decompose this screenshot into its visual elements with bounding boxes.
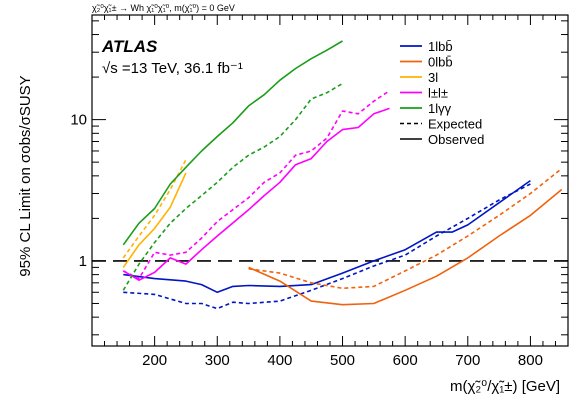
x-axis-label: m(χ̃₂⁰/χ̃₁±) [GeV] [450, 378, 560, 395]
plot-area [92, 40, 568, 310]
y-tick-label: 1 [79, 253, 87, 270]
y-tick-label: 10 [70, 112, 87, 129]
legend-label-2: 3l [428, 70, 438, 85]
series-3-expected-line [122, 90, 390, 280]
x-tick-label: 400 [267, 352, 292, 369]
x-tick-label: 300 [205, 352, 230, 369]
series-0-observed-line [123, 179, 531, 294]
legend-label-0: 1lbb̄ [428, 39, 453, 54]
top-process-label: χ̃₂⁰χ̃₁± → Wh χ̃₁⁰χ̃₁⁰, m(χ̃₁⁰) = 0 GeV [92, 3, 235, 13]
series-4-observed-line [122, 40, 343, 246]
labels: ATLAS √s =13 TeV, 36.1 fb⁻¹ m(χ̃₂⁰/χ̃₁±)… [17, 37, 560, 395]
x-tick-label: 700 [455, 352, 480, 369]
y-axis-label: 95% CL Limit on σobs/σSUSY [17, 75, 34, 276]
legend-label-1: 0lbb̄ [428, 55, 453, 70]
series-1-expected-line [248, 167, 563, 290]
axes: 200 300 400 500 600 700 800 1 10 [70, 14, 569, 369]
series-2-observed-line [122, 172, 187, 268]
legend-label-3: l±l± [428, 86, 448, 101]
x-tick-label: 500 [330, 352, 355, 369]
series-1-observed-line [248, 188, 563, 306]
x-tick-label: 200 [142, 352, 167, 369]
legend-label-4: 1lγγ [428, 101, 452, 116]
series-0-expected-line [123, 183, 531, 310]
experiment-label: ATLAS [101, 37, 158, 56]
series-4-expected-line [122, 82, 343, 291]
legend-label-expected: Expected [428, 117, 482, 132]
series-3-observed-line [122, 107, 390, 282]
legend-label-observed: Observed [428, 132, 484, 147]
energy-lumi-label: √s =13 TeV, 36.1 fb⁻¹ [102, 60, 243, 77]
x-tick-label: 800 [518, 352, 543, 369]
x-tick-label: 600 [393, 352, 418, 369]
